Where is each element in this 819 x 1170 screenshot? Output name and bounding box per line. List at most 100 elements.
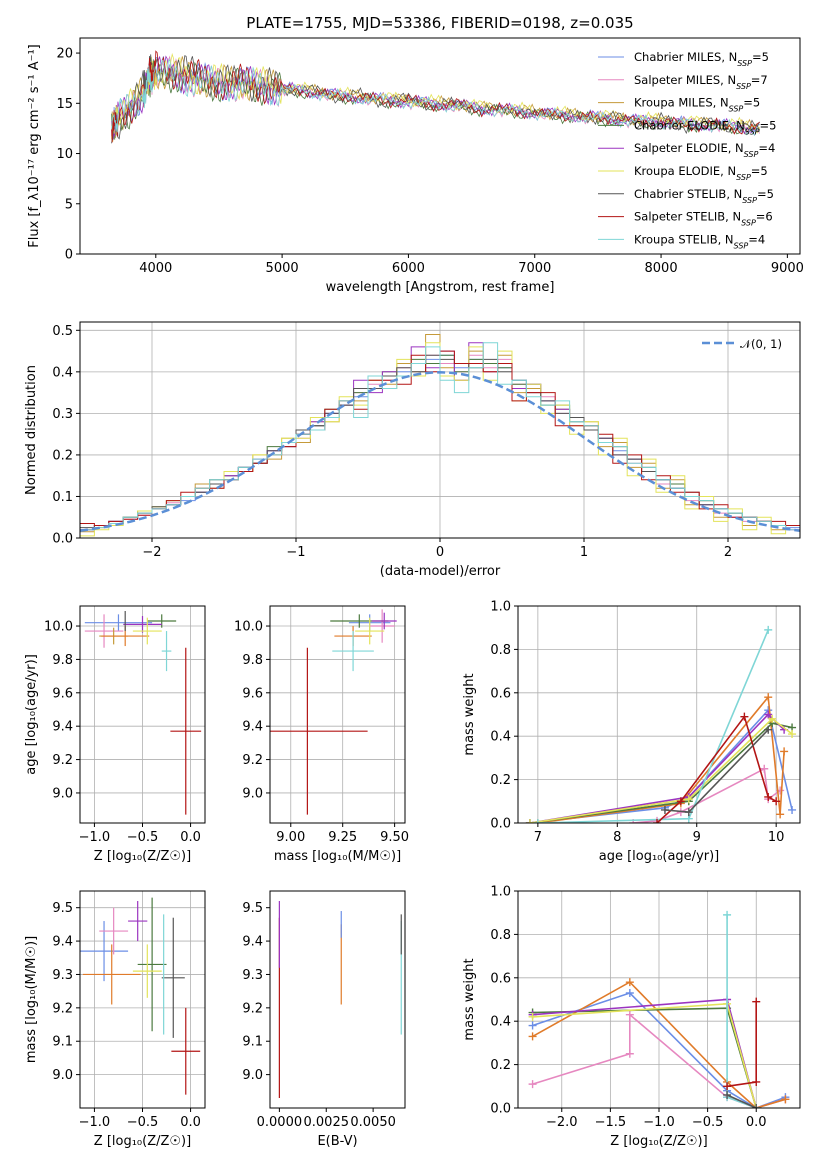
plot-area [528, 910, 790, 1108]
x-tick-label: 0.0 [180, 830, 201, 845]
panel-spectrum: 4000 5000 6000 7000 8000 9000 0 5 10 15 20 waveleng… [27, 37, 804, 295]
mass-weight-marker [768, 714, 777, 723]
ticks: −2 −1 0 1 2 0.0 0.1 0.2 0.3 0.4 0.5 [52, 324, 732, 560]
x-tick-label: −0.5 [127, 1115, 159, 1130]
axes-frame [269, 890, 406, 1109]
y-tick-label: 0 [65, 248, 73, 263]
mass-weight-marker [660, 805, 669, 814]
y-tick-label: 9.4 [242, 720, 263, 735]
y-tick-label: 0.3 [52, 407, 73, 422]
mass-weight-marker [723, 1090, 732, 1099]
x-axis-label: age [log₁₀(age/yr)] [599, 849, 720, 864]
x-tick-label: −1.5 [595, 1115, 627, 1130]
plot-area [270, 609, 397, 815]
plot-area [111, 50, 760, 144]
y-tick-label: 10 [56, 147, 73, 162]
ticks: −1.0 −0.5 0.0 9.0 9.1 9.2 9.3 9.4 9.5 [52, 901, 201, 1130]
axes-frame [517, 605, 801, 824]
mass-weight-line [726, 914, 757, 1108]
grid [518, 605, 800, 824]
y-tick-label: 9.0 [242, 786, 263, 801]
mass-weight-marker [528, 1012, 537, 1021]
y-tick-label: 9.3 [52, 968, 73, 983]
x-tick-label: 5000 [266, 261, 299, 276]
spectrum-series-line [111, 58, 760, 136]
mass-weight-marker [533, 819, 542, 823]
y-tick-label: 0.1 [52, 490, 73, 505]
y-tick-label: 0.8 [490, 643, 511, 658]
x-tick-label: 0.0000 [257, 1115, 303, 1130]
x-tick-label: 8 [613, 830, 621, 845]
mass-weight-line [537, 629, 769, 823]
x-tick-label: −2 [142, 545, 161, 560]
y-tick-label: 0.5 [52, 324, 73, 339]
x-tick-label: 0.0025 [304, 1115, 350, 1130]
plot-area [80, 334, 800, 538]
y-tick-label: 9.3 [242, 968, 263, 983]
y-tick-label: 0.2 [490, 1058, 511, 1073]
legend: 𝒩(0, 1) [702, 337, 782, 351]
y-tick-label: 9.1 [52, 1035, 73, 1050]
x-tick-label: 9000 [771, 261, 804, 276]
x-tick-label: 7000 [518, 261, 551, 276]
mass-weight-marker [764, 693, 773, 702]
ticks: 4000 5000 6000 7000 8000 9000 0 5 10 15 20 [56, 47, 803, 276]
mass-weight-line [529, 717, 793, 823]
axes-frame [79, 321, 801, 539]
panel-mass-vs-EBV: 0.0000 0.0025 0.0050 9.0 9.1 9.2 9.3 9.4 9.5 E(B-… [242, 890, 406, 1149]
panel-mass-weight-vs-age: 7 8 9 10 0.0 0.2 0.4 0.6 0.8 1.0 age [log₁₀(age/yr… [462, 600, 801, 864]
legend-entry: 𝒩(0, 1) [740, 337, 782, 351]
mass-weight-line [532, 998, 757, 1108]
mass-weight-marker [752, 1077, 761, 1086]
y-tick-label: 10.0 [44, 620, 73, 635]
y-tick-label: 0.6 [490, 971, 511, 986]
legend-entry: Chabrier ELODIE, NSSP=5 [634, 118, 776, 136]
y-tick-label: 10.0 [234, 620, 263, 635]
mass-weight-marker [764, 725, 773, 734]
axes-frame [79, 37, 801, 255]
mass-weight-marker [528, 1021, 537, 1030]
mass-weight-marker [772, 797, 781, 806]
legend-entry: Chabrier MILES, NSSP=5 [634, 50, 769, 68]
ticks: 9.00 9.25 9.50 9.0 9.2 9.4 9.6 9.8 10.0 [234, 620, 409, 845]
panels: 4000 5000 6000 7000 8000 900005101520waveleng… [24, 37, 804, 1149]
x-tick-label: 0 [436, 545, 444, 560]
y-axis-label: mass [log₁₀(M/M☉)] [24, 936, 39, 1063]
x-tick-label: 0.0050 [350, 1115, 396, 1130]
x-tick-label: 0.0 [180, 1115, 201, 1130]
legend-entry: Kroupa STELIB, NSSP=4 [634, 232, 765, 250]
mass-weight-marker [780, 747, 789, 756]
figure-title: PLATE=1755, MJD=53386, FIBERID=0198, z=0… [246, 14, 633, 32]
gaussian-curve [80, 371, 800, 532]
x-tick-label: 9.25 [328, 830, 357, 845]
x-axis-label: (data-model)/error [380, 564, 501, 579]
mass-weight-marker [781, 1095, 790, 1104]
y-axis-label: age [log₁₀(age/yr)] [24, 654, 39, 775]
y-tick-label: 9.2 [242, 753, 263, 768]
panel-age-vs-Z: −1.0 −0.5 0.0 9.0 9.2 9.4 9.6 9.8 10.0 Z [log₁₀(Z… [24, 605, 206, 864]
x-tick-label: 4000 [139, 261, 172, 276]
x-axis-label: mass [log₁₀(M/M☉)] [274, 849, 401, 864]
y-tick-label: 20 [56, 47, 73, 62]
y-tick-label: 0.0 [490, 817, 511, 832]
y-tick-label: 9.1 [242, 1035, 263, 1050]
y-axis-label: mass weight [462, 958, 477, 1040]
x-tick-label: 10 [768, 830, 785, 845]
x-tick-label: 9.50 [380, 830, 409, 845]
mass-weight-line [726, 1094, 757, 1108]
mass-weight-marker [788, 730, 797, 739]
plot-area [80, 897, 201, 1095]
histogram-step [80, 350, 800, 538]
grid [270, 606, 405, 823]
y-tick-label: 9.2 [52, 753, 73, 768]
grid [80, 891, 205, 1108]
plot-area [84, 611, 202, 815]
mass-weight-marker [676, 797, 685, 806]
y-tick-label: 0.2 [490, 773, 511, 788]
mass-weight-marker [528, 1080, 537, 1089]
y-tick-label: 0.2 [52, 448, 73, 463]
mass-weight-line [532, 1002, 757, 1108]
panel-mass-weight-vs-Z: −2.0 −1.5 −1.0 −0.5 0.0 0.0 0.2 0.4 0.6 0.8 1.0 Z [… [462, 885, 801, 1149]
axes-frame [79, 605, 206, 824]
